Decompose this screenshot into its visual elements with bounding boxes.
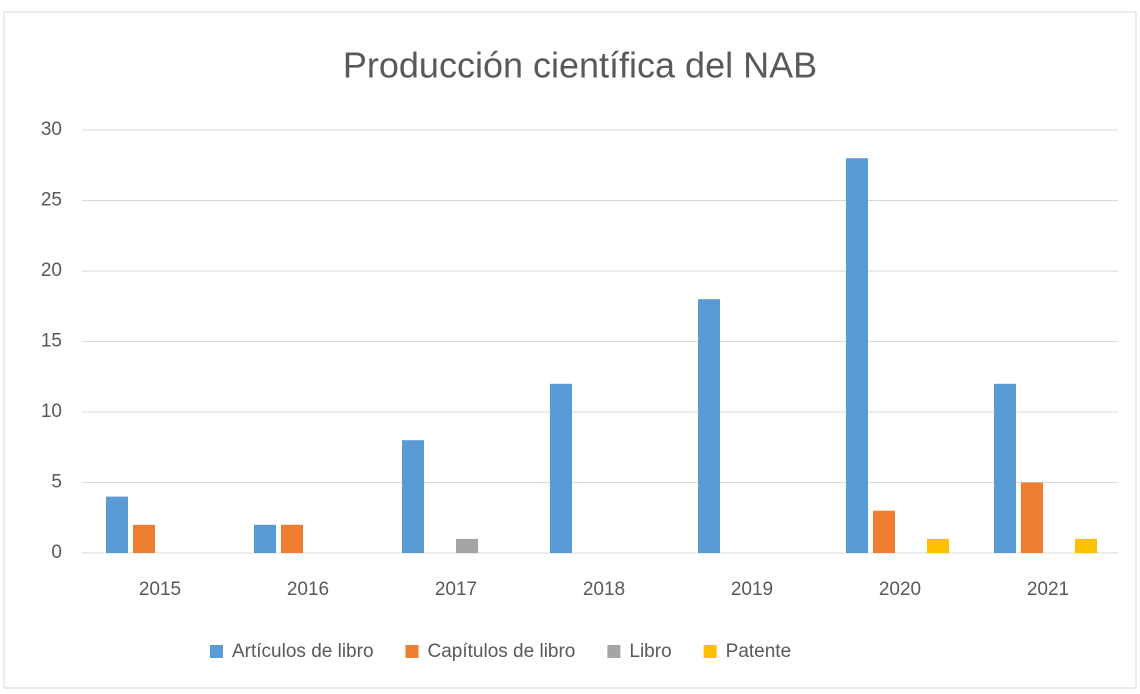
bar: [1021, 482, 1043, 553]
legend-swatch: [210, 645, 223, 658]
chart-border: [3, 11, 1137, 689]
bar: [402, 440, 424, 553]
bar: [456, 538, 478, 553]
bar: [254, 524, 276, 553]
y-tick-label: 30: [41, 119, 62, 140]
legend-label: Patente: [726, 641, 792, 662]
legend-swatch: [607, 645, 621, 658]
y-tick-label: 25: [41, 190, 62, 211]
y-tick-label: 15: [41, 331, 62, 352]
x-tick-label: 2017: [435, 579, 477, 600]
bar: [994, 383, 1016, 553]
bar: [846, 158, 868, 553]
bar: [927, 538, 949, 553]
x-tick-label: 2018: [583, 579, 625, 600]
legend-label: Capítulos de libro: [428, 641, 576, 662]
x-tick-label: 2015: [139, 579, 181, 600]
y-tick-label: 20: [41, 260, 62, 281]
bar: [1075, 538, 1097, 553]
legend-swatch: [405, 645, 419, 658]
y-tick-label: 0: [51, 542, 62, 563]
x-tick-label: 2016: [287, 579, 329, 600]
legend-swatch: [703, 645, 717, 658]
chart-title: Producción científica del NAB: [343, 45, 817, 86]
bar: [133, 524, 155, 553]
x-tick-label: 2019: [731, 579, 773, 600]
bar: [550, 383, 572, 553]
bar: [281, 524, 303, 553]
x-tick-label: 2020: [879, 579, 921, 600]
y-tick-label: 10: [41, 401, 62, 422]
x-tick-label: 2021: [1027, 579, 1069, 600]
bar: [106, 496, 128, 553]
legend-label: Artículos de libro: [232, 641, 374, 662]
bar: [873, 510, 895, 553]
y-tick-label: 5: [51, 472, 62, 493]
legend-label: Libro: [629, 641, 671, 662]
bar: [698, 299, 720, 553]
